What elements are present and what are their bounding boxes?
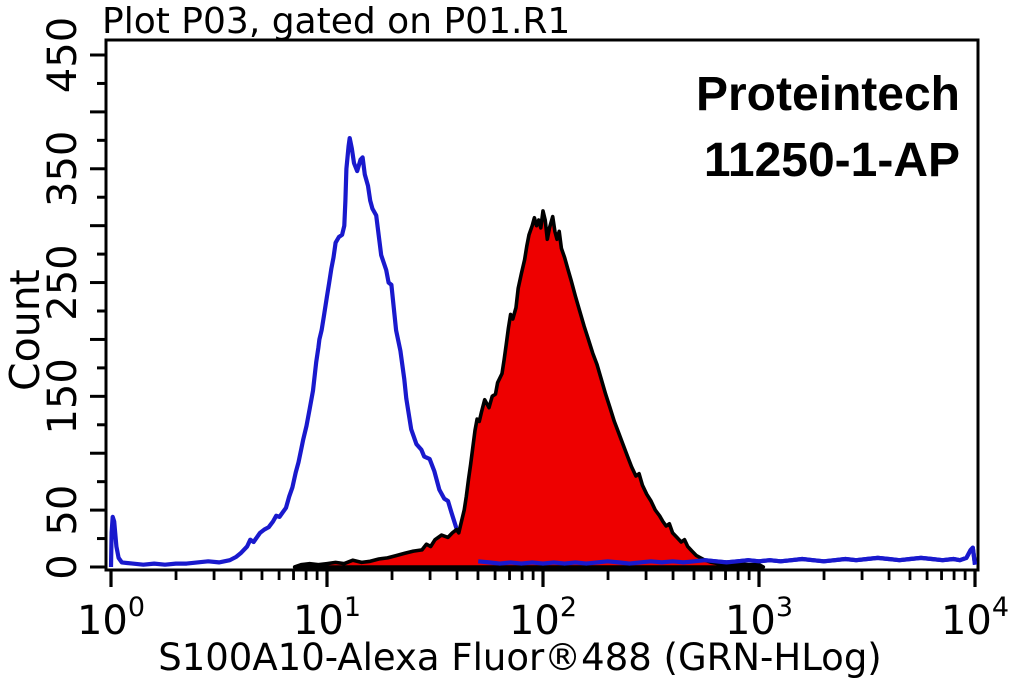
plot-frame [104, 38, 980, 572]
x-tick-label: 104 [941, 592, 1009, 644]
watermark-catalog-number: 11250-1-AP [703, 134, 960, 188]
y-tick-label: 350 [40, 131, 86, 207]
plot-title: Plot P03, gated on P01.R1 [102, 1, 571, 42]
y-tick-label: 150 [40, 358, 86, 434]
y-tick-label: 250 [40, 244, 86, 320]
x-axis-label: S100A10-Alexa Fluor®488 (GRN-HLog) [158, 636, 882, 679]
y-tick-label: 450 [40, 17, 86, 93]
watermark: Proteintech 11250-1-AP [696, 62, 960, 194]
y-tick-label: 0 [40, 554, 86, 579]
watermark-brand: Proteintech [695, 68, 960, 121]
control-histogram-right-tail [477, 545, 978, 566]
y-tick-label: 50 [40, 485, 86, 536]
y-axis-label: Count [1, 269, 49, 391]
sample-histogram-filled [292, 209, 766, 569]
